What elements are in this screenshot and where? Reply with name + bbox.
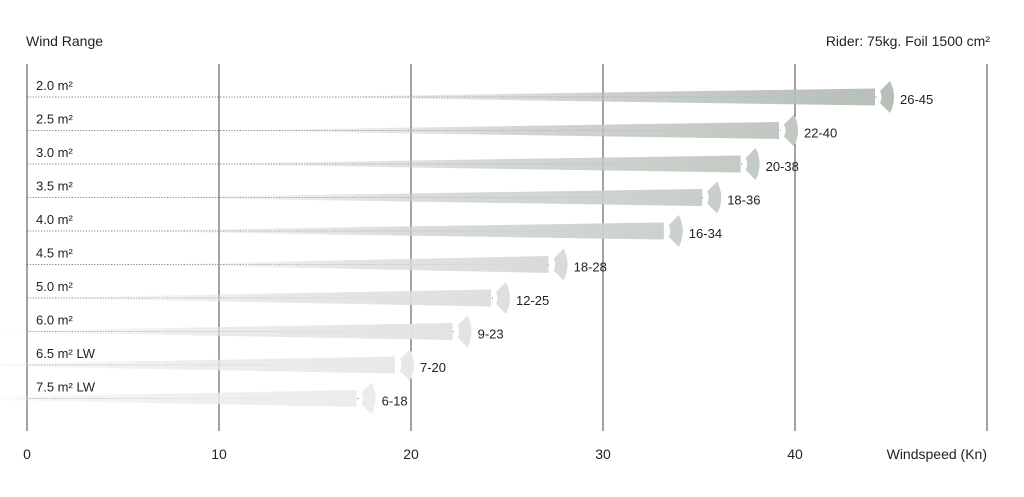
range-label: 9-23: [478, 327, 504, 342]
bar-row: 5.0 m² 12-25: [27, 279, 549, 314]
range-bar: [0, 356, 395, 374]
row-label: 5.0 m²: [36, 279, 74, 294]
range-label: 12-25: [516, 293, 549, 308]
grid-lines: [26, 64, 988, 431]
bar-row: 2.5 m² 22-40: [27, 112, 837, 147]
range-arrow-tip: [707, 181, 722, 214]
range-bar: [27, 289, 491, 307]
row-label: 7.5 m² LW: [36, 380, 96, 395]
range-arrow-tip: [668, 215, 683, 247]
range-label: 20-38: [766, 159, 799, 174]
range-bar: [180, 155, 741, 173]
bar-row: 7.5 m² LW 6-18: [0, 380, 408, 415]
x-tick-label: 20: [403, 446, 419, 462]
bar-row: 4.0 m² 16-34: [27, 212, 722, 247]
chart-subtitle: Rider: 75kg. Foil 1500 cm²: [825, 33, 990, 49]
range-label: 7-20: [420, 360, 446, 375]
row-label: 6.5 m² LW: [36, 346, 96, 361]
row-label: 6.0 m²: [36, 313, 74, 328]
x-tick-label: 40: [787, 446, 803, 462]
bar-row: 2.0 m² 26-45: [27, 78, 933, 113]
range-bar: [142, 256, 549, 273]
range-label: 18-28: [574, 260, 607, 275]
range-arrow-tip: [457, 315, 472, 348]
range-bar: [219, 122, 779, 139]
range-bar: [103, 222, 664, 240]
range-bar: [0, 323, 453, 340]
range-label: 22-40: [804, 126, 837, 141]
row-label: 3.5 m²: [36, 179, 74, 194]
x-axis-label: Windspeed (Kn): [887, 446, 987, 462]
row-label: 4.5 m²: [36, 246, 74, 261]
range-bar: [295, 88, 875, 106]
bar-row: 3.0 m² 20-38: [27, 145, 799, 180]
x-tick-label: 0: [23, 446, 31, 462]
range-arrow-tip: [784, 114, 798, 147]
range-label: 6-18: [382, 394, 408, 409]
range-label: 26-45: [900, 92, 933, 107]
range-label: 18-36: [727, 193, 760, 208]
bar-row: 6.0 m² 9-23: [0, 313, 504, 348]
x-tick-label: 30: [595, 446, 611, 462]
chart-title: Wind Range: [26, 33, 104, 49]
range-arrow-tip: [880, 81, 894, 113]
rows: 2.0 m² 26-45 2.5 m² 22-40 3.0 m² 20-38 3.5 m² 1…: [0, 78, 933, 415]
range-bar: [142, 189, 703, 206]
bar-row: 3.5 m² 18-36: [27, 179, 760, 214]
row-label: 2.5 m²: [36, 112, 74, 127]
range-arrow-tip: [496, 282, 510, 314]
range-arrow-tip: [745, 148, 760, 180]
bar-row: 4.5 m² 18-28: [27, 246, 607, 281]
bar-row: 6.5 m² LW 7-20: [0, 346, 446, 381]
range-arrow-tip: [400, 349, 414, 381]
range-arrow-tip: [553, 248, 568, 281]
x-axis: 0 10 20 30 40 Windspeed (Kn): [23, 446, 987, 462]
row-label: 2.0 m²: [36, 78, 74, 93]
row-label: 3.0 m²: [36, 145, 74, 160]
row-label: 4.0 m²: [36, 212, 74, 227]
x-tick-label: 10: [211, 446, 227, 462]
range-label: 16-34: [689, 226, 722, 241]
range-arrow-tip: [361, 382, 376, 415]
range-bar: [0, 390, 357, 407]
